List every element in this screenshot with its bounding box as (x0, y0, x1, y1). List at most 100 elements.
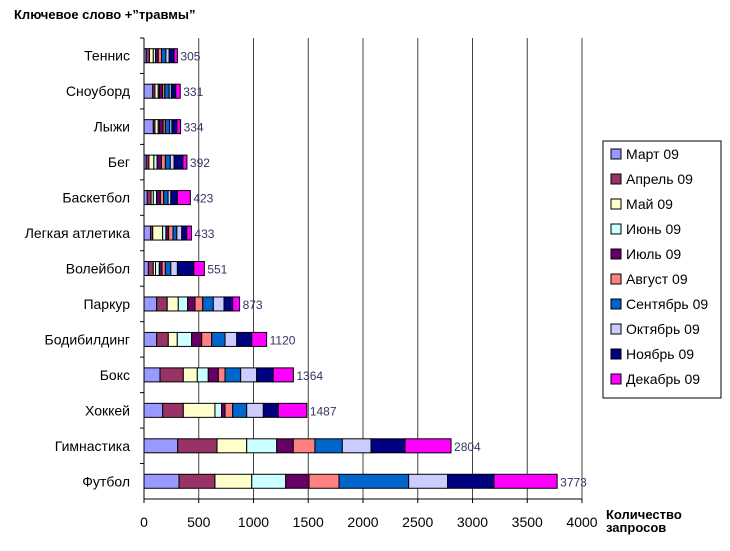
legend-label: Май 09 (626, 196, 673, 212)
legend-swatch (610, 148, 622, 160)
legend-swatch (610, 348, 622, 360)
legend-swatch (610, 273, 622, 285)
bar-segment (143, 438, 179, 454)
bar-segment (143, 225, 152, 241)
x-tick-label: 2000 (347, 514, 378, 530)
bar-segment (170, 190, 178, 206)
bar-segment (168, 225, 174, 241)
data-label: 873 (243, 298, 263, 312)
bar-segment (158, 119, 164, 135)
legend-label: Июль 09 (626, 246, 681, 262)
bar-segment (191, 331, 203, 347)
bar-segment (169, 154, 175, 170)
bar-segment (182, 402, 216, 418)
bar-segment (202, 296, 214, 312)
data-label: 423 (193, 192, 213, 206)
bar-segment (161, 48, 167, 64)
bar-segment (161, 154, 166, 170)
bar-segment (236, 331, 253, 347)
y-tick-label: Сноуборд (66, 83, 130, 99)
data-label: 305 (180, 50, 200, 64)
y-tick-label: Хоккей (85, 402, 130, 418)
bar-segment (173, 48, 178, 64)
y-tick-label: Гимнастика (55, 438, 130, 454)
bar-segment (166, 296, 179, 312)
bar-segment (162, 402, 184, 418)
bar-segment (214, 473, 253, 489)
x-tick-label: 4000 (566, 514, 597, 530)
x-tick-label: 1000 (238, 514, 269, 530)
bar-segment (156, 154, 163, 170)
bar-segment (178, 473, 216, 489)
bar-segment (143, 402, 164, 418)
x-tick-label: 3000 (457, 514, 488, 530)
legend-label: Март 09 (626, 146, 679, 162)
bar-segment (176, 261, 195, 276)
y-tick-label: Баскетбол (62, 190, 130, 206)
data-label: 1120 (270, 333, 296, 347)
y-tick-label: Бокс (100, 367, 130, 383)
chart-title: Ключевое слово +”травмы” (14, 7, 195, 22)
bar-segment (246, 438, 278, 454)
bar-segment (196, 367, 209, 383)
y-tick-label: Футбол (82, 473, 130, 489)
bar-segment (223, 296, 234, 312)
bar-segment (251, 331, 268, 347)
bar-segment (143, 367, 161, 383)
bar-segment (240, 367, 258, 383)
bar-segment (232, 296, 241, 312)
legend-swatch (610, 173, 622, 185)
bar-segment (164, 119, 171, 135)
bar-segment (493, 473, 558, 489)
bar-segment (212, 296, 225, 312)
bar-segment (148, 48, 154, 64)
bar-segment (262, 402, 279, 418)
x-tick-label: 3500 (512, 514, 543, 530)
bar-segment (370, 438, 406, 454)
bar-segment (156, 190, 161, 206)
bar-segment (176, 190, 191, 206)
bar-segment (447, 473, 495, 489)
bar-segment (338, 473, 410, 489)
bar-segment (214, 402, 223, 418)
bar-segment (175, 83, 181, 99)
bar-segment (172, 225, 178, 241)
bar-segment (224, 331, 238, 347)
bar-segment (314, 438, 343, 454)
bar-segment (143, 119, 154, 135)
data-label: 3773 (560, 475, 587, 489)
bar-segment (232, 402, 248, 418)
bar-segment (164, 261, 172, 276)
legend-label: Апрель 09 (626, 171, 693, 187)
bar-segment (277, 402, 308, 418)
bar-segment (147, 261, 154, 276)
y-tick-label: Лыжи (94, 119, 130, 135)
bar-segment (207, 367, 219, 383)
bar-segment (148, 154, 155, 170)
legend-box (602, 140, 722, 399)
bar-segment (276, 438, 294, 454)
bar-segment (168, 48, 175, 64)
bar-segment (216, 438, 248, 454)
legend-label: Август 09 (626, 271, 688, 287)
bar-segment (143, 261, 149, 276)
bar-segment (146, 190, 152, 206)
bar-segment (182, 367, 198, 383)
bar-segment (143, 473, 180, 489)
bar-segment (221, 402, 226, 418)
y-tick-label: Бег (108, 154, 130, 170)
bar-segment (182, 154, 188, 170)
bar-segment (187, 296, 196, 312)
legend-swatch (610, 298, 622, 310)
data-label: 433 (194, 227, 214, 241)
x-tick-label: 2500 (402, 514, 433, 530)
bar-segment (194, 296, 204, 312)
bar-segment (163, 190, 169, 206)
y-tick-label: Бодибилдинг (45, 331, 131, 347)
x-axis-title: Количество запросов (606, 507, 682, 535)
x-tick-label: 1500 (293, 514, 324, 530)
bar-segment (170, 261, 178, 276)
bar-segment (272, 367, 294, 383)
y-tick-label: Легкая атлетика (25, 225, 131, 241)
